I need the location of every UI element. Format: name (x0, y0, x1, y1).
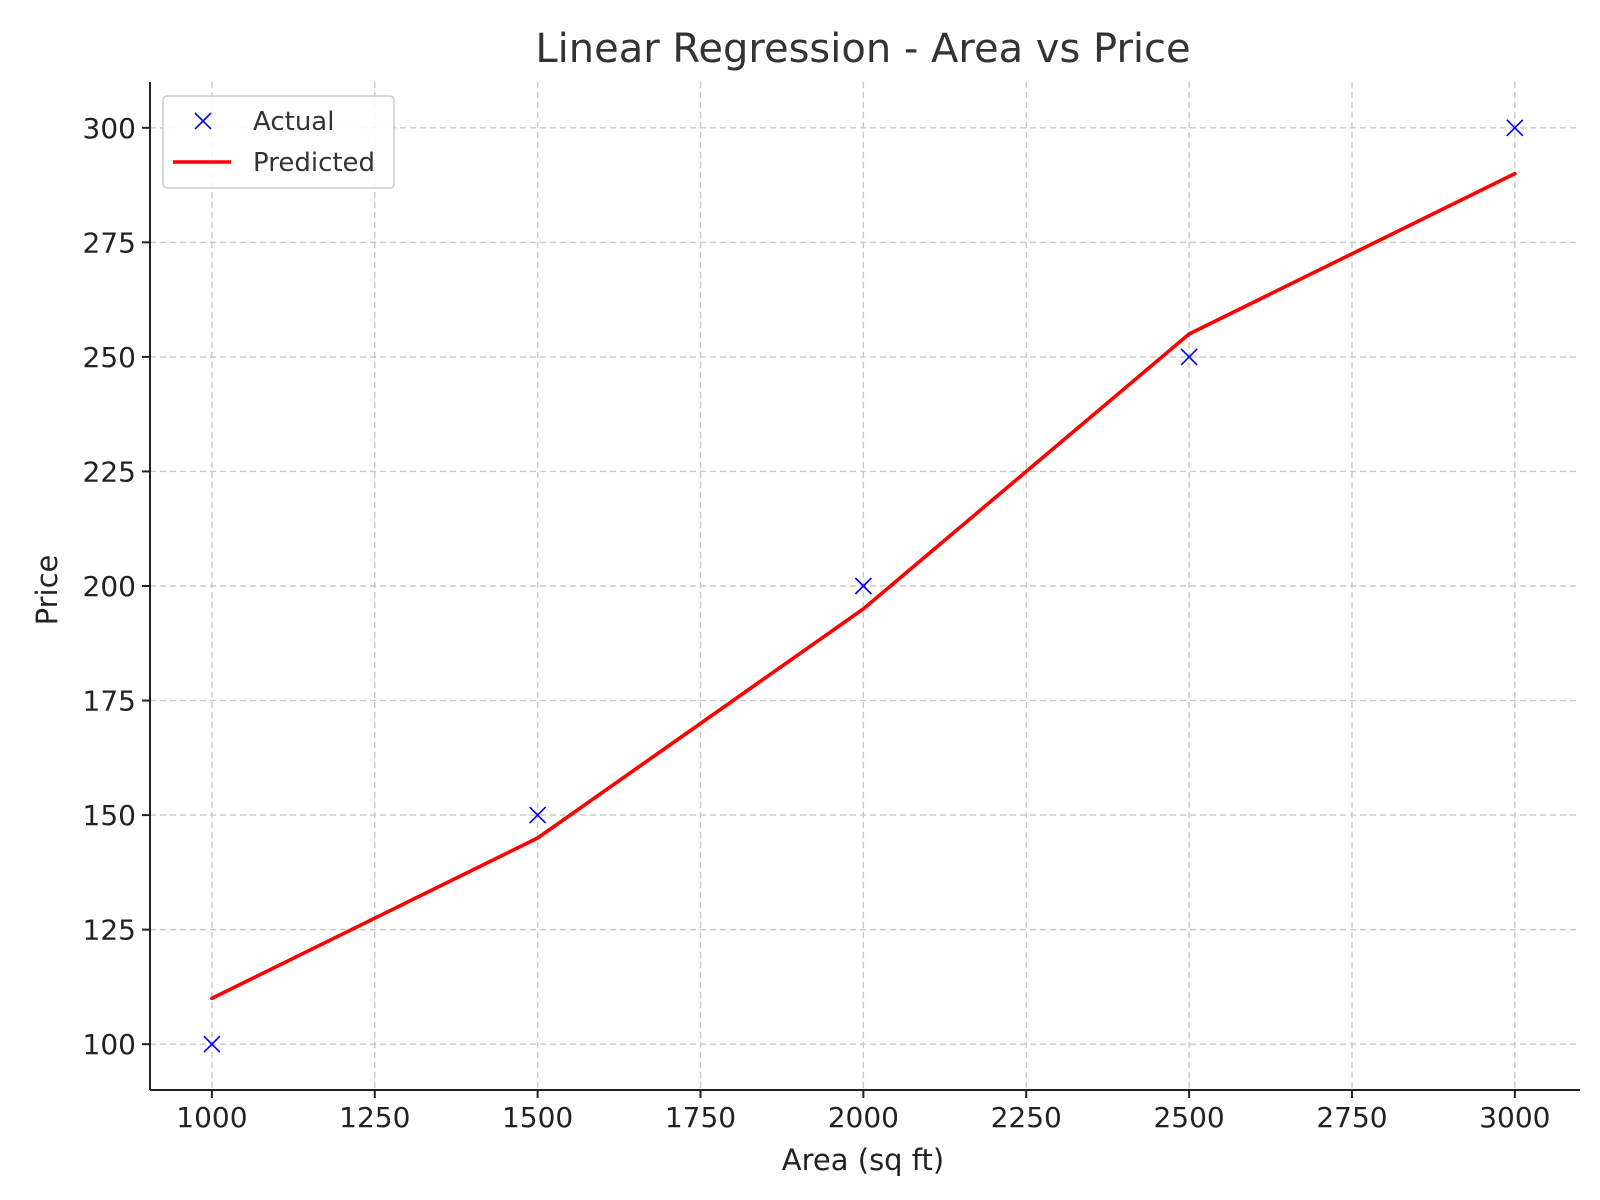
x-tick-label: 2750 (1316, 1101, 1387, 1134)
legend-item: Actual (194, 107, 334, 137)
x-axis-label: Area (sq ft) (782, 1143, 944, 1177)
x-tick-label: 2000 (828, 1101, 899, 1134)
data-point-actual (203, 1035, 221, 1053)
y-tick-label: 100 (83, 1028, 136, 1061)
x-tick-label: 2250 (991, 1101, 1062, 1134)
y-axis-label: Price (30, 555, 64, 626)
y-tick-label: 125 (83, 914, 136, 947)
y-tick-label: 275 (83, 226, 136, 259)
legend-label: Predicted (253, 148, 375, 178)
y-tick-label: 300 (83, 112, 136, 145)
y-tick-label: 175 (83, 685, 136, 718)
legend-label: Actual (253, 107, 334, 137)
y-tick-label: 225 (83, 455, 136, 488)
x-tick-label: 3000 (1479, 1101, 1550, 1134)
series (203, 119, 1524, 1053)
legend-box (162, 95, 395, 189)
series-line-predicted (210, 171, 1517, 1001)
legend-marker-x (194, 112, 212, 130)
data-point-actual (529, 806, 547, 824)
x-tick-label: 1000 (176, 1101, 247, 1134)
y-tick-label: 150 (83, 799, 136, 832)
data-point-actual (1506, 119, 1524, 137)
data-point-actual (854, 577, 872, 595)
chart-title: Linear Regression - Area vs Price (535, 26, 1190, 72)
y-tick-label: 250 (83, 341, 136, 374)
data-point-actual (1180, 348, 1198, 366)
x-tick-label: 1500 (502, 1101, 573, 1134)
x-tick-label: 1250 (339, 1101, 410, 1134)
grid (150, 82, 1580, 1090)
y-tick-label: 200 (83, 570, 136, 603)
legend: Actual Predicted (162, 95, 395, 189)
x-tick-label: 1750 (665, 1101, 736, 1134)
ticks: 1000 1250 1500 1750 2000 2250 2500 2750 3000 100 1… (83, 112, 1551, 1134)
x-tick-label: 2500 (1153, 1101, 1224, 1134)
legend-item: Predicted (173, 148, 375, 178)
